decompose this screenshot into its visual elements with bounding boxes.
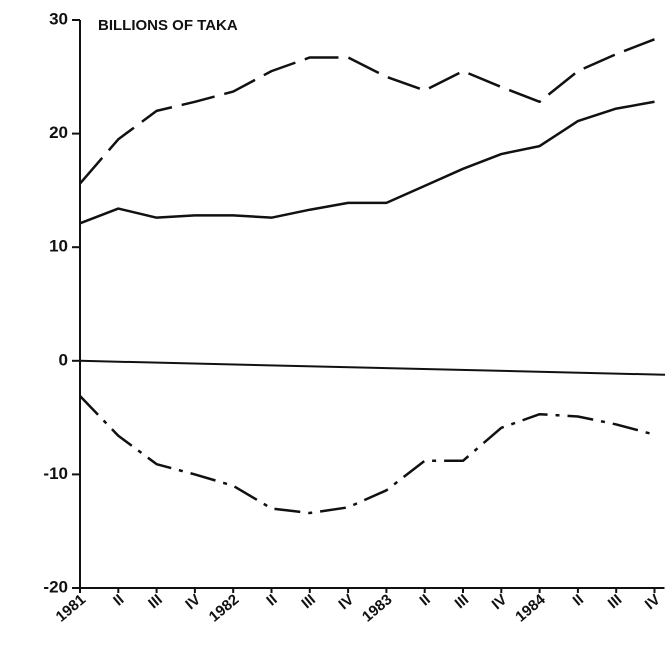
- x-tick-label: IV: [182, 591, 204, 613]
- x-tick-label: 1982: [206, 591, 242, 625]
- x-tick-label: IV: [335, 591, 357, 613]
- y-axis-label: BILLIONS OF TAKA: [98, 17, 238, 34]
- x-tick-label: II: [110, 591, 127, 609]
- x-tick-label: III: [605, 591, 626, 612]
- x-tick-label: II: [570, 591, 587, 609]
- zero-line: [79, 359, 665, 376]
- y-tick-label: -10: [43, 464, 68, 483]
- y-tick-label: 30: [49, 9, 68, 28]
- series-line: [79, 395, 655, 515]
- y-tick-label: -20: [43, 577, 68, 596]
- x-tick-label: III: [145, 591, 166, 612]
- y-tick-label: 0: [59, 350, 68, 369]
- x-tick-label: III: [452, 591, 473, 612]
- x-tick-label: 1984: [512, 591, 549, 626]
- x-tick-label: IV: [642, 591, 664, 613]
- x-tick-label: 1983: [359, 591, 395, 625]
- series-line: [79, 38, 655, 185]
- x-tick-label: IV: [489, 591, 511, 613]
- y-tick-label: 20: [49, 123, 68, 142]
- series-line: [79, 100, 655, 225]
- x-tick-label: II: [417, 591, 434, 609]
- x-tick-label: III: [298, 591, 319, 612]
- y-tick-label: 10: [49, 237, 68, 256]
- x-tick-label: II: [263, 591, 280, 609]
